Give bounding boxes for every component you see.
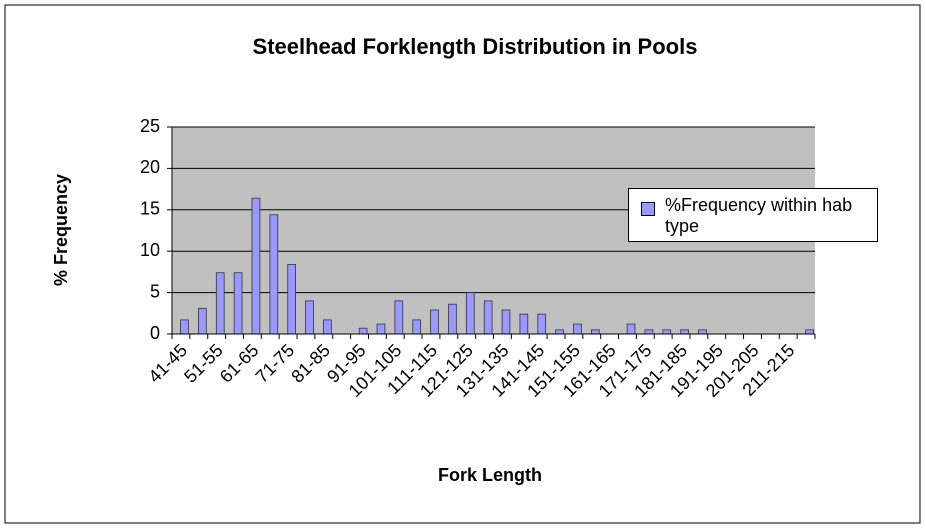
bar — [251, 197, 261, 335]
bar — [269, 214, 279, 335]
y-tick-label: 20 — [140, 157, 160, 177]
x-axis-label: Fork Length — [438, 465, 542, 485]
bar — [662, 329, 672, 335]
bar — [573, 323, 582, 335]
bar — [323, 319, 332, 335]
bar — [644, 329, 654, 335]
bar — [305, 300, 314, 335]
bar — [537, 313, 547, 335]
bar — [394, 300, 404, 335]
bar — [448, 303, 457, 335]
bar — [501, 309, 511, 335]
chart-title: Steelhead Forklength Distribution in Poo… — [253, 34, 698, 59]
x-tick-label: 51-55 — [180, 340, 227, 387]
y-tick-label: 0 — [150, 323, 160, 343]
y-axis-label: % Frequency — [51, 174, 71, 286]
y-tick-label: 15 — [140, 199, 160, 219]
legend-swatch — [641, 202, 655, 216]
bar — [430, 309, 439, 335]
bar — [287, 264, 296, 335]
x-tick-label: 71-75 — [252, 340, 299, 387]
bar — [376, 323, 386, 335]
legend: %Frequency within hab type — [628, 188, 878, 242]
bar — [483, 300, 493, 335]
x-tick-label: 61-65 — [216, 340, 263, 387]
bar — [412, 319, 422, 335]
bar — [215, 272, 225, 335]
bar — [465, 292, 475, 335]
bar — [626, 323, 636, 335]
chart-border — [4, 4, 921, 524]
bar — [680, 329, 689, 335]
x-tick-label: 81-85 — [287, 340, 334, 387]
bar — [180, 319, 189, 335]
y-tick-label: 25 — [140, 116, 160, 136]
bar — [198, 307, 207, 335]
bar — [805, 329, 814, 335]
y-tick-label: 5 — [150, 281, 160, 301]
x-tick-label: 41-45 — [144, 340, 191, 387]
bar — [555, 329, 564, 335]
bar — [358, 327, 368, 335]
legend-label: %Frequency within hab type — [665, 195, 853, 236]
y-tick-label: 10 — [140, 240, 160, 260]
bar — [233, 272, 243, 335]
bar — [698, 329, 707, 335]
bar — [590, 329, 600, 335]
bar — [519, 313, 529, 335]
